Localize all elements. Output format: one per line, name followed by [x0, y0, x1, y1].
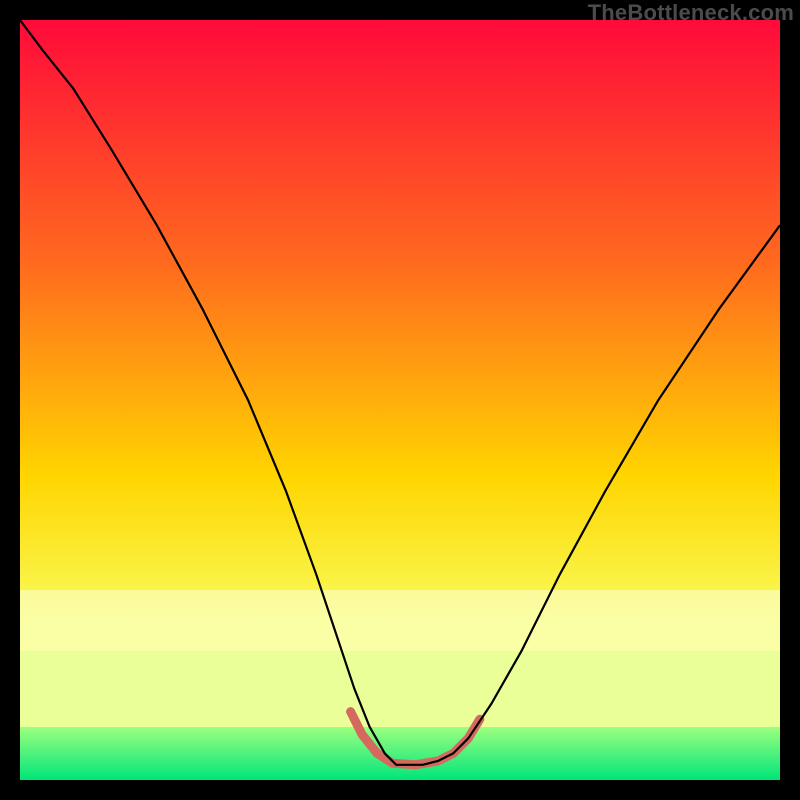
chart-frame: TheBottleneck.com [0, 0, 800, 800]
curve-layer [20, 20, 780, 780]
accent-curve [351, 712, 480, 765]
watermark-text: TheBottleneck.com [588, 0, 794, 26]
plot-area [20, 20, 780, 780]
main-curve [20, 20, 780, 765]
